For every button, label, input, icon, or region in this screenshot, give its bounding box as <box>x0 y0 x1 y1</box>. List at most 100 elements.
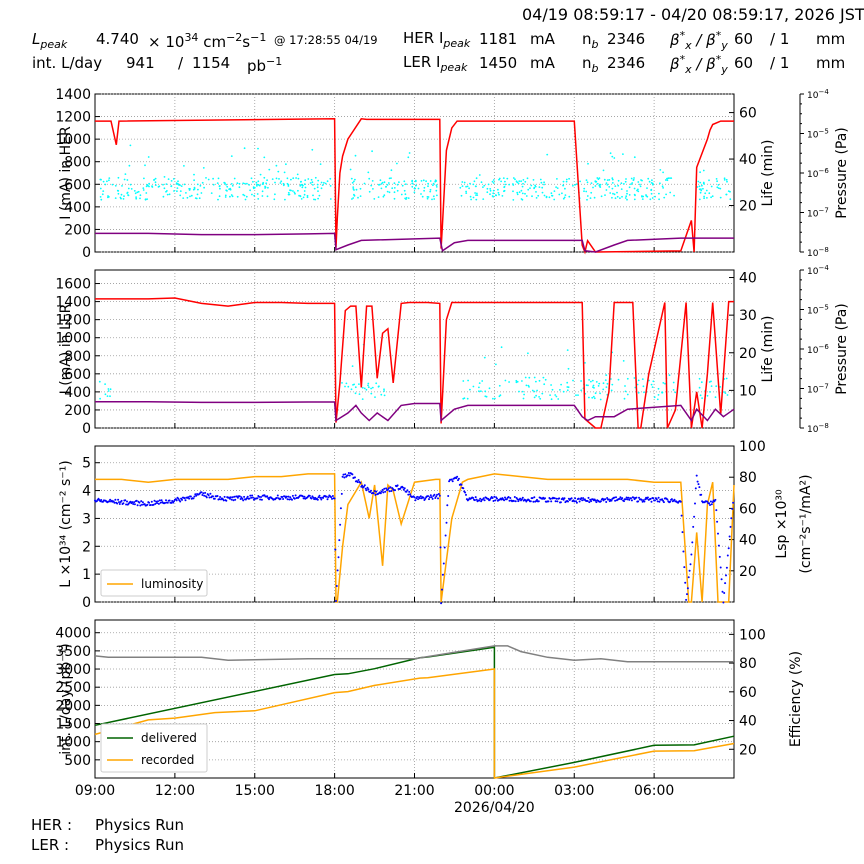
pressure-point <box>104 383 106 385</box>
pressure-point <box>705 189 708 192</box>
pressure-point <box>672 389 675 391</box>
pressure-point <box>521 185 524 188</box>
pressure-point <box>196 193 199 196</box>
pressure-point <box>579 180 581 183</box>
lsp-point <box>640 498 643 501</box>
pressure-point <box>393 182 396 185</box>
y2-tick-label: 80 <box>739 470 757 486</box>
pressure-point <box>465 190 467 193</box>
pressure-point <box>370 392 373 395</box>
pressure-point <box>431 198 433 201</box>
pressure-point <box>193 179 196 182</box>
lsp-point <box>232 499 235 502</box>
lsp-point <box>513 496 516 498</box>
y-tick-label: 3500 <box>55 644 91 660</box>
pressure-point <box>294 192 296 195</box>
pressure-point <box>352 188 355 190</box>
lsp-point <box>287 495 290 498</box>
pressure-point <box>284 198 286 201</box>
y-tick-label: 600 <box>64 367 91 383</box>
pressure-point <box>710 380 712 383</box>
lsp-point <box>139 504 142 507</box>
lsp-point <box>291 494 294 497</box>
pressure-point <box>700 381 703 384</box>
lsp-point <box>697 483 700 486</box>
intl-unit-exp: −1 <box>266 55 283 68</box>
pressure-point <box>476 192 478 195</box>
pressure-point <box>708 192 711 195</box>
lsp-point <box>312 496 315 499</box>
pressure-point <box>422 179 425 182</box>
lsp-point <box>635 496 638 499</box>
y-tick-label: 800 <box>64 349 91 365</box>
pressure-point <box>198 197 201 200</box>
lsp-point <box>724 582 727 585</box>
pressure-point <box>420 180 423 182</box>
pressure-point <box>341 382 343 384</box>
lsp-point <box>234 498 237 501</box>
pressure-point <box>725 178 728 181</box>
pressure-point <box>147 184 149 187</box>
lsp-point <box>725 574 727 577</box>
pressure-point <box>144 198 147 201</box>
pressure-point <box>498 193 500 196</box>
pressure-point <box>502 177 505 180</box>
intl-unit-base: pb <box>247 57 267 75</box>
lsp-point <box>233 495 236 498</box>
lsp-point <box>289 496 292 499</box>
pressure-point <box>636 383 639 386</box>
lsp-point <box>374 493 377 496</box>
lsp-point <box>563 497 566 500</box>
pressure-point <box>613 157 616 159</box>
lsp-point <box>229 496 232 499</box>
lsp-point <box>419 495 422 498</box>
pressure-point <box>696 186 699 188</box>
pressure-point <box>383 194 386 197</box>
lsp-point <box>135 499 138 502</box>
her-nb-value: 2346 <box>607 30 646 48</box>
lsp-point <box>627 496 630 499</box>
pressure-point <box>377 385 380 388</box>
pressure-point <box>216 182 219 185</box>
pressure-point <box>699 394 702 397</box>
pressure-point <box>371 386 374 389</box>
lsp-point <box>152 503 155 506</box>
lsp-point <box>644 498 647 501</box>
pressure-point <box>236 182 239 185</box>
lsp-point <box>286 498 289 501</box>
x-tick-label: 06:00 <box>634 783 674 799</box>
y-tick-label: 1500 <box>55 717 91 733</box>
pressure-point <box>102 180 105 183</box>
pressure-point <box>212 183 215 186</box>
lsp-point <box>308 494 311 497</box>
pressure-point <box>501 195 504 197</box>
pressure-point <box>613 193 616 196</box>
lsp-point <box>166 501 169 504</box>
pressure-point <box>271 178 274 181</box>
lsp-point <box>662 501 665 504</box>
lsp-point <box>192 497 195 500</box>
pressure-point <box>314 198 317 201</box>
lsp-point <box>727 547 730 550</box>
lsp-point <box>338 539 341 542</box>
pressure-point <box>172 178 175 180</box>
x-tick-label: 15:00 <box>235 783 275 799</box>
pressure-point <box>729 190 731 193</box>
lsp-point <box>710 503 713 506</box>
lsp-point <box>260 496 262 498</box>
pressure-point <box>463 397 466 400</box>
pressure-point <box>391 187 394 190</box>
lsp-point <box>694 487 697 490</box>
pressure-point <box>719 187 722 190</box>
lsp-point <box>574 497 577 500</box>
pressure-point <box>717 184 720 186</box>
lsp-point <box>719 566 722 569</box>
pressure-point <box>585 190 588 193</box>
lsp-point <box>320 498 323 501</box>
pressure-point <box>230 155 233 158</box>
pressure-point <box>264 186 267 189</box>
pressure-point <box>186 196 189 199</box>
pressure-point <box>587 384 589 387</box>
pressure-point <box>292 190 294 192</box>
